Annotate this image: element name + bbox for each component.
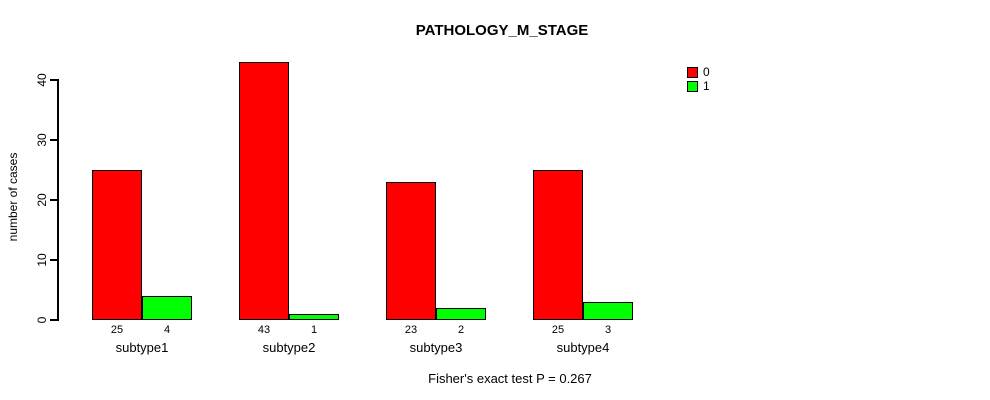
- bar-value-label: 25: [551, 324, 565, 336]
- y-axis-tick: [50, 259, 58, 261]
- bar-subtype4-group0: [533, 170, 583, 320]
- x-category-label: subtype2: [262, 340, 316, 355]
- legend-entry: 0: [687, 66, 710, 79]
- y-axis-tick: [50, 199, 58, 201]
- y-axis-tick: [50, 79, 58, 81]
- y-axis-title: number of cases: [6, 152, 20, 242]
- bar-value-label: 43: [257, 324, 271, 336]
- bar-subtype1-group1: [142, 296, 192, 320]
- y-axis-line: [57, 79, 59, 321]
- bar-subtype1-group0: [92, 170, 142, 320]
- bar-value-label: 4: [163, 324, 171, 336]
- y-tick-label: 20: [35, 193, 49, 207]
- legend-entry: 1: [687, 80, 710, 93]
- x-category-label: subtype1: [115, 340, 169, 355]
- chart-title: PATHOLOGY_M_STAGE: [415, 22, 589, 39]
- bar-subtype4-group1: [583, 302, 633, 320]
- bar-value-label: 25: [110, 324, 124, 336]
- bar-value-label: 1: [310, 324, 318, 336]
- legend-swatch: [687, 67, 698, 78]
- legend-label: 1: [703, 79, 710, 93]
- x-category-label: subtype4: [556, 340, 610, 355]
- y-axis-tick: [50, 139, 58, 141]
- y-tick-label: 30: [35, 133, 49, 147]
- bar-subtype3-group1: [436, 308, 486, 320]
- bar-value-label: 2: [457, 324, 465, 336]
- bar-value-label: 3: [604, 324, 612, 336]
- legend-label: 0: [703, 65, 710, 79]
- y-tick-label: 0: [35, 316, 49, 324]
- bar-value-label: 23: [404, 324, 418, 336]
- bar-subtype2-group0: [239, 62, 289, 320]
- bar-subtype2-group1: [289, 314, 339, 320]
- x-category-label: subtype3: [409, 340, 463, 355]
- legend-swatch: [687, 81, 698, 92]
- bar-subtype3-group0: [386, 182, 436, 320]
- y-tick-label: 10: [35, 253, 49, 267]
- y-tick-label: 40: [35, 73, 49, 87]
- y-axis-tick: [50, 319, 58, 321]
- stat-annotation: Fisher's exact test P = 0.267: [428, 371, 592, 386]
